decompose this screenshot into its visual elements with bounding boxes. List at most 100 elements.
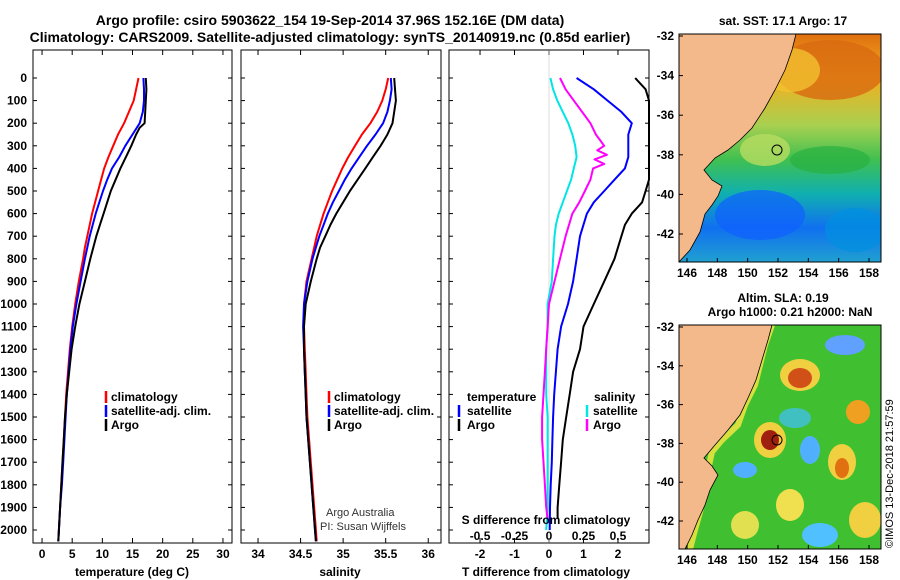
depth-tick-label: 600 [7,207,27,221]
map-lat-label: -34 [657,359,675,373]
x-tick-label: 0 [39,547,46,561]
x-tick-label: 5 [69,547,76,561]
credit-line-2: PI: Susan Wijffels [320,521,406,533]
map-lon-label: 158 [859,553,879,567]
sst-map-title: sat. SST: 17.1 Argo: 17 [719,14,848,28]
depth-tick-label: 1700 [0,455,27,469]
title-line-2: Climatology: CARS2009. Satellite-adjuste… [29,29,631,45]
t-difference-xlabel: T difference from climatology [462,565,630,579]
imos-timestamp: ©IMOS 13-Dec-2018 21:57:59 [884,399,896,548]
depth-tick-label: 1900 [0,500,27,514]
depth-tick-label: 1400 [0,387,27,401]
map-lon-label: 148 [707,266,727,280]
map-lon-label: 154 [798,266,818,280]
s-difference-xlabel: S difference from climatology [462,513,631,527]
depth-tick-label: 500 [7,184,27,198]
depth-tick-label: 1000 [0,297,27,311]
map-lon-label: 156 [829,553,849,567]
series-line-s-argo [541,77,608,519]
legend-s-argo: Argo [593,418,621,432]
map-lon-label: 156 [829,266,849,280]
salinity-xlabel: salinity [319,565,361,579]
legend-satellite-adj: satellite-adj. clim. [111,404,211,418]
sst-map: sat. SST: 17.1 Argo: 17 -32 -34 -36 -38 -40 -… [657,14,882,280]
depth-tick-label: 1500 [0,410,27,424]
x-tick-label: 35 [336,547,350,561]
legend-temperature-title: temperature [467,390,537,404]
depth-tick-label: 200 [7,116,27,130]
depth-tick-label: 1100 [1,320,27,334]
map-lon-label: 158 [859,266,879,280]
legend-argo: Argo [334,418,362,432]
map-lat-label: -42 [657,514,675,528]
depth-tick-label: 300 [7,139,27,153]
depth-tick-label: 1800 [0,478,27,492]
credit-line-1: Argo Australia [326,507,395,519]
sla-map: Altim. SLA: 0.19 Argo h1000: 0.21 h2000:… [657,291,882,567]
x-tick-label: 20 [156,547,170,561]
sla-map-title-2: Argo h1000: 0.21 h2000: NaN [708,305,873,319]
map-lon-label: 150 [738,266,758,280]
map-lon-label: 152 [768,553,788,567]
x-tick-label: -1 [509,547,520,561]
x-tick-label: 30 [216,547,230,561]
depth-tick-label: 2000 [0,523,27,537]
s-tick-label: 0.5 [610,529,627,543]
depth-tick-label: 400 [7,161,27,175]
map-lat-label: -36 [657,398,675,412]
s-tick-label: 0.25 [572,529,596,543]
x-tick-label: 34 [251,547,265,561]
legend-climatology: climatology [334,390,401,404]
s-tick-label: -0.25 [501,529,529,543]
map-lat-label: -32 [657,320,675,334]
map-lon-label: 148 [707,553,727,567]
map-lat-label: -32 [657,29,675,43]
legend-climatology: climatology [111,390,178,404]
x-tick-label: 0 [546,547,553,561]
x-tick-label: 34.5 [289,547,313,561]
legend-argo: Argo [111,418,139,432]
series-line-argo [57,77,148,542]
x-tick-label: 36 [422,547,436,561]
x-tick-label: 15 [126,547,140,561]
x-tick-label: 35.5 [374,547,398,561]
map-lat-label: -40 [657,475,675,489]
map-lon-label: 150 [738,553,758,567]
x-tick-label: -2 [475,547,486,561]
temperature-xlabel: temperature (deg C) [75,565,189,579]
x-tick-label: 25 [186,547,200,561]
legend-t-argo: Argo [467,418,495,432]
map-lat-label: -34 [657,69,675,83]
depth-tick-label: 1300 [0,365,27,379]
x-tick-label: 10 [96,547,110,561]
depth-tick-label: 700 [7,229,27,243]
map-lon-label: 146 [677,266,697,280]
series-line-s-satellite [545,77,578,531]
depth-tick-label: 900 [7,274,27,288]
series-line-t-satellite [548,77,633,531]
s-tick-label: -0.5 [470,529,491,543]
map-lat-label: -40 [657,187,675,201]
sla-map-title-1: Altim. SLA: 0.19 [737,291,829,305]
temperature-legend: climatology satellite-adj. clim. Argo [104,390,211,432]
depth-tick-label: 0 [20,71,27,85]
legend-salinity-title: salinity [594,390,636,404]
map-lat-label: -38 [657,148,675,162]
salinity-panel [240,49,442,544]
map-lat-label: -36 [657,108,675,122]
map-lon-label: 152 [768,266,788,280]
depth-tick-label: 1600 [0,433,27,447]
depth-axis: 0 100 200 300 400 500 600 700 800 900 1000 1100 1200… [0,71,649,537]
legend-s-satellite: satellite [593,404,638,418]
map-lat-label: -38 [657,436,675,450]
map-lon-label: 146 [677,553,697,567]
series-line-argo [303,77,397,542]
map-lon-label: 154 [798,553,818,567]
x-tick-label: 1 [580,547,587,561]
series-line-climatology [303,77,390,542]
salinity-legend: climatology satellite-adj. clim. Argo Ar… [320,390,434,533]
depth-tick-label: 100 [7,94,27,108]
x-tick-label: 2 [615,547,622,561]
legend-t-satellite: satellite [467,404,512,418]
